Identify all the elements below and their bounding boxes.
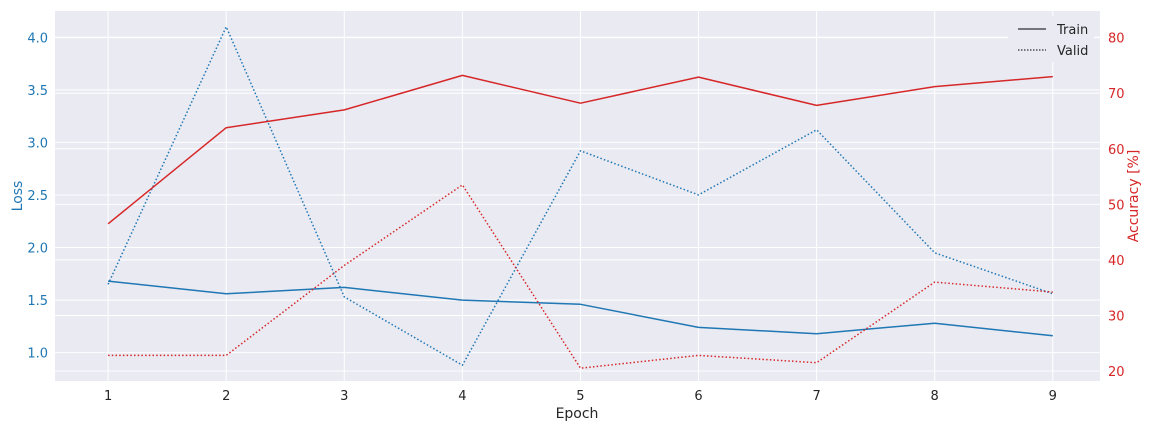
right-tick-label: 70 bbox=[1108, 87, 1125, 102]
x-axis-label: Epoch bbox=[556, 406, 599, 422]
right-tick-label: 30 bbox=[1108, 309, 1125, 324]
x-tick-label: 7 bbox=[812, 389, 820, 404]
x-tick-label: 2 bbox=[222, 389, 230, 404]
right-tick-label: 20 bbox=[1108, 365, 1125, 380]
x-axis-ticks: 1 2 3 4 5 6 7 8 9 bbox=[104, 389, 1057, 404]
left-tick-label: 1.5 bbox=[27, 294, 48, 309]
left-tick-label: 2.0 bbox=[27, 242, 48, 257]
left-tick-label: 3.5 bbox=[27, 84, 48, 99]
legend-train-label: Train bbox=[1056, 23, 1088, 38]
left-tick-label: 1.0 bbox=[27, 347, 48, 362]
left-tick-label: 3.0 bbox=[27, 136, 48, 151]
right-axis-ticks: 20 30 40 50 60 70 80 bbox=[1108, 32, 1125, 380]
grid bbox=[55, 11, 1100, 381]
left-tick-label: 2.5 bbox=[27, 189, 48, 204]
x-tick-label: 9 bbox=[1049, 389, 1057, 404]
right-axis-label: Accuracy [%] bbox=[1126, 150, 1142, 243]
series-line-valid_acc bbox=[108, 184, 1053, 369]
right-tick-label: 50 bbox=[1108, 198, 1125, 213]
x-tick-label: 3 bbox=[340, 389, 348, 404]
series-line-valid_loss bbox=[107, 26, 1054, 366]
legend-valid-label: Valid bbox=[1057, 44, 1088, 59]
x-tick-label: 1 bbox=[104, 389, 112, 404]
series-layer bbox=[107, 26, 1054, 369]
right-tick-label: 40 bbox=[1108, 254, 1125, 269]
x-tick-label: 8 bbox=[931, 389, 939, 404]
x-tick-label: 4 bbox=[458, 389, 466, 404]
left-axis-ticks: 1.0 1.5 2.0 2.5 3.0 3.5 4.0 bbox=[27, 31, 48, 361]
right-tick-label: 80 bbox=[1108, 32, 1125, 47]
legend-box bbox=[1008, 16, 1094, 62]
series-line-train_loss bbox=[108, 280, 1053, 337]
left-axis-label: Loss bbox=[10, 181, 26, 212]
right-tick-label: 60 bbox=[1108, 143, 1125, 158]
x-tick-label: 6 bbox=[694, 389, 702, 404]
plot-background bbox=[55, 11, 1100, 381]
legend: Train Valid bbox=[1008, 16, 1094, 62]
left-tick-label: 4.0 bbox=[27, 31, 48, 46]
series-line-train_acc bbox=[107, 74, 1053, 225]
x-tick-label: 5 bbox=[576, 389, 584, 404]
